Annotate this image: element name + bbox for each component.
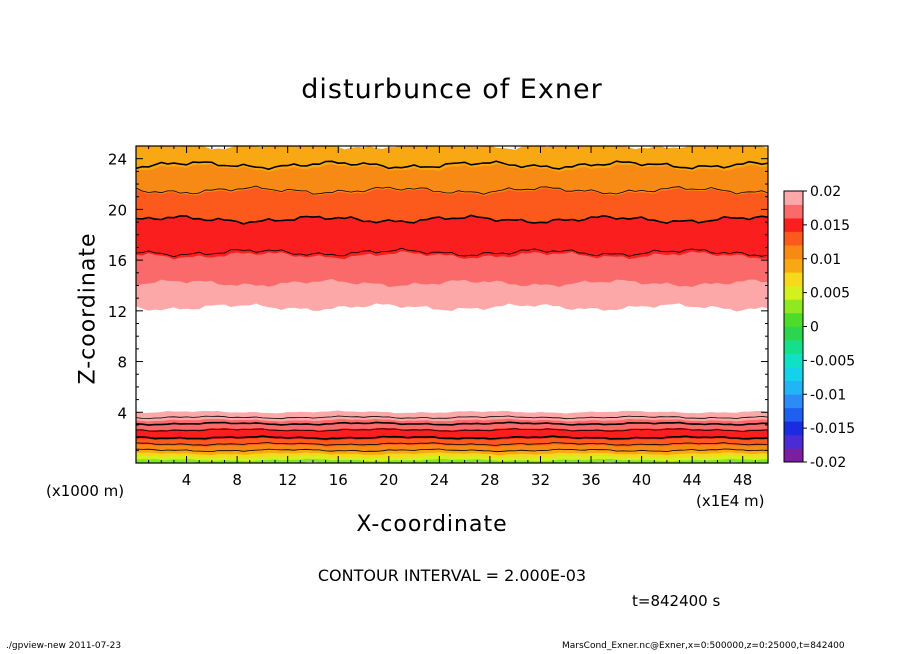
x-axis-label: X-coordinate: [356, 512, 508, 537]
x-tick-label: 20: [379, 471, 398, 489]
contour-interval-row: CONTOUR INTERVAL = 2.000E-03: [0, 566, 904, 585]
contour-line-9: [136, 160, 768, 171]
colorbar-tick-label: -0.02: [810, 455, 846, 471]
x-tick-label: 32: [531, 471, 550, 489]
colorbar-swatch: [784, 340, 803, 354]
y-tick-label: 8: [117, 354, 127, 372]
colorbar-tick-label: -0.005: [810, 353, 855, 369]
colorbar-swatch: [784, 204, 803, 219]
colorbar-swatch: [784, 353, 803, 368]
colorbar-swatch: [784, 367, 803, 381]
time-note: t=842400 s: [632, 592, 721, 610]
colorbar-tick-label: 0.005: [810, 286, 850, 302]
colorbar: 0.02 0.015 0.01 0.005 0 -0.005 -0.01 -0.015 -0.0…: [783, 184, 855, 471]
contour-band-8: [136, 410, 768, 422]
footer-right: MarsCond_Exner.nc@Exner,x=0:500000,z=0:2…: [562, 641, 845, 651]
x-tick-label: 48: [733, 471, 752, 489]
y-axis-label: Z-coordinate: [75, 232, 101, 385]
colorbar-swatch: [784, 299, 803, 314]
x-tick-label: 12: [278, 471, 297, 489]
x-tick-label: 44: [683, 471, 702, 489]
colorbar-swatch: [784, 380, 803, 395]
colorbar-swatch: [784, 434, 803, 449]
contour-line-2: [136, 435, 768, 440]
contour-line-8: [136, 185, 768, 195]
y-tick-label: 16: [108, 252, 127, 270]
y-tick-label: 24: [108, 151, 127, 169]
colorbar-swatch: [784, 394, 803, 409]
colorbar-swatch: [784, 312, 803, 327]
colorbar-swatch: [784, 285, 803, 300]
colorbar-swatch: [784, 191, 803, 205]
x-tick-label: 24: [430, 471, 449, 489]
colorbar-swatch: [784, 421, 803, 436]
contour-line-4: [136, 421, 768, 426]
y-tick-label: 4: [117, 404, 127, 422]
chart-title: disturbunce of Exner: [301, 74, 603, 105]
x-tick-label: 40: [632, 471, 651, 489]
y-tick-label: 20: [108, 201, 127, 219]
colorbar-swatch: [784, 231, 803, 246]
x-tick-label: 8: [232, 471, 242, 489]
footer-left: ./gpview-new 2011-07-23: [6, 641, 122, 651]
contour-fill-layer: [136, 146, 768, 463]
colorbar-tick-label: -0.01: [810, 387, 846, 403]
contour-line-layer: [136, 160, 768, 453]
colorbar-swatch: [784, 258, 803, 273]
y-unit-note: (x1000 m): [46, 482, 125, 500]
colorbar-tick-label: 0: [810, 320, 819, 336]
contour-line-5: [136, 415, 768, 420]
contour-line-3: [136, 428, 768, 432]
x-tick-label: 16: [329, 471, 348, 489]
colorbar-tick-label: 0.02: [810, 184, 841, 200]
colorbar-swatch: [784, 245, 803, 260]
x-tick-label: 4: [182, 471, 192, 489]
x-axis-label-row: X-coordinate: [0, 512, 904, 537]
contour-line-6: [136, 247, 768, 258]
x-tick-label: 36: [581, 471, 600, 489]
colorbar-swatch: [784, 218, 803, 232]
colorbar-swatch: [784, 326, 803, 341]
colorbar-tick-label: 0.015: [810, 218, 850, 234]
x-unit-note: (x1E4 m): [696, 492, 765, 510]
colorbar-tick-label: -0.015: [810, 421, 855, 437]
x-tick-label: 28: [480, 471, 499, 489]
contour-interval-note: CONTOUR INTERVAL = 2.000E-03: [317, 566, 587, 585]
colorbar-swatch: [784, 407, 803, 422]
contour-line-1: [136, 442, 768, 446]
contour-band-14: [136, 146, 768, 173]
contour-line-7: [136, 214, 768, 225]
colorbar-swatch: [784, 448, 803, 463]
y-tick-label: 12: [108, 303, 127, 321]
colorbar-tick-label: 0.01: [810, 252, 841, 268]
contour-line-0: [136, 448, 768, 453]
colorbar-swatch: [784, 272, 803, 287]
